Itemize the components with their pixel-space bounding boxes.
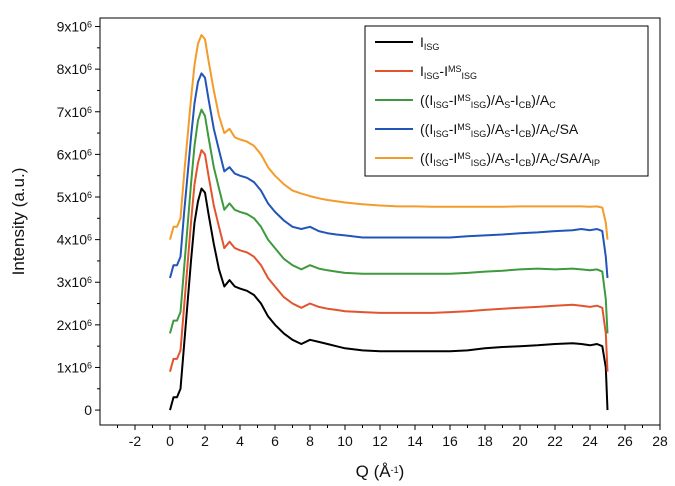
x-tick-label: -2	[129, 433, 142, 449]
x-tick-label: 18	[477, 433, 493, 449]
series-line-5	[169, 34, 609, 240]
legend-label: ((IISG-IMSISG)/AS-ICB)/AC/SA/AIP	[420, 150, 600, 168]
series-line-3	[169, 108, 609, 334]
legend-label: ((IISG-IMSISG)/AS-ICB)/AC	[420, 92, 556, 110]
y-tick-label: 9x106	[57, 19, 92, 35]
x-tick-label: 6	[271, 433, 279, 449]
y-axis-title: Intensity (a.u.)	[9, 168, 28, 276]
x-tick-label: 14	[407, 433, 423, 449]
legend-label: ((IISG-IMSISG)/AS-ICB)/AC/SA	[420, 121, 579, 139]
legend: IISG IISG-IMSISG ((IISG-IMSISG)/AS-ICB)/AC…	[364, 25, 649, 177]
x-tick-label: 8	[306, 433, 314, 449]
x-tick-label: 10	[337, 433, 353, 449]
x-tick-label: 2	[201, 433, 209, 449]
y-tick-label: 8x106	[57, 61, 92, 77]
y-tick-label: 6x106	[57, 146, 92, 162]
x-tick-label: 0	[166, 433, 174, 449]
series-line-4	[169, 72, 609, 279]
x-axis-title: Q (Å-1)	[356, 462, 405, 481]
x-tick-label: 16	[442, 433, 458, 449]
x-tick-label: 22	[547, 433, 563, 449]
series-line-1	[169, 187, 609, 411]
x-tick-label: 28	[652, 433, 668, 449]
x-tick-label: 26	[617, 433, 633, 449]
y-tick-label: 3x106	[57, 274, 92, 290]
y-tick-label: 1x106	[57, 359, 92, 375]
y-tick-label: 4x106	[57, 232, 92, 248]
y-tick-label: 5x106	[57, 189, 92, 205]
legend-label: IISG-IMSISG	[420, 63, 477, 81]
y-tick-label: 0	[84, 402, 92, 418]
series-line-2	[169, 149, 609, 372]
legend-label: IISG	[420, 34, 439, 52]
x-tick-label: 20	[512, 433, 528, 449]
y-tick-label: 7x106	[57, 104, 92, 120]
x-tick-label: 4	[236, 433, 244, 449]
x-tick-label: 12	[372, 433, 388, 449]
y-tick-label: 2x106	[57, 317, 92, 333]
x-tick-label: 24	[582, 433, 598, 449]
